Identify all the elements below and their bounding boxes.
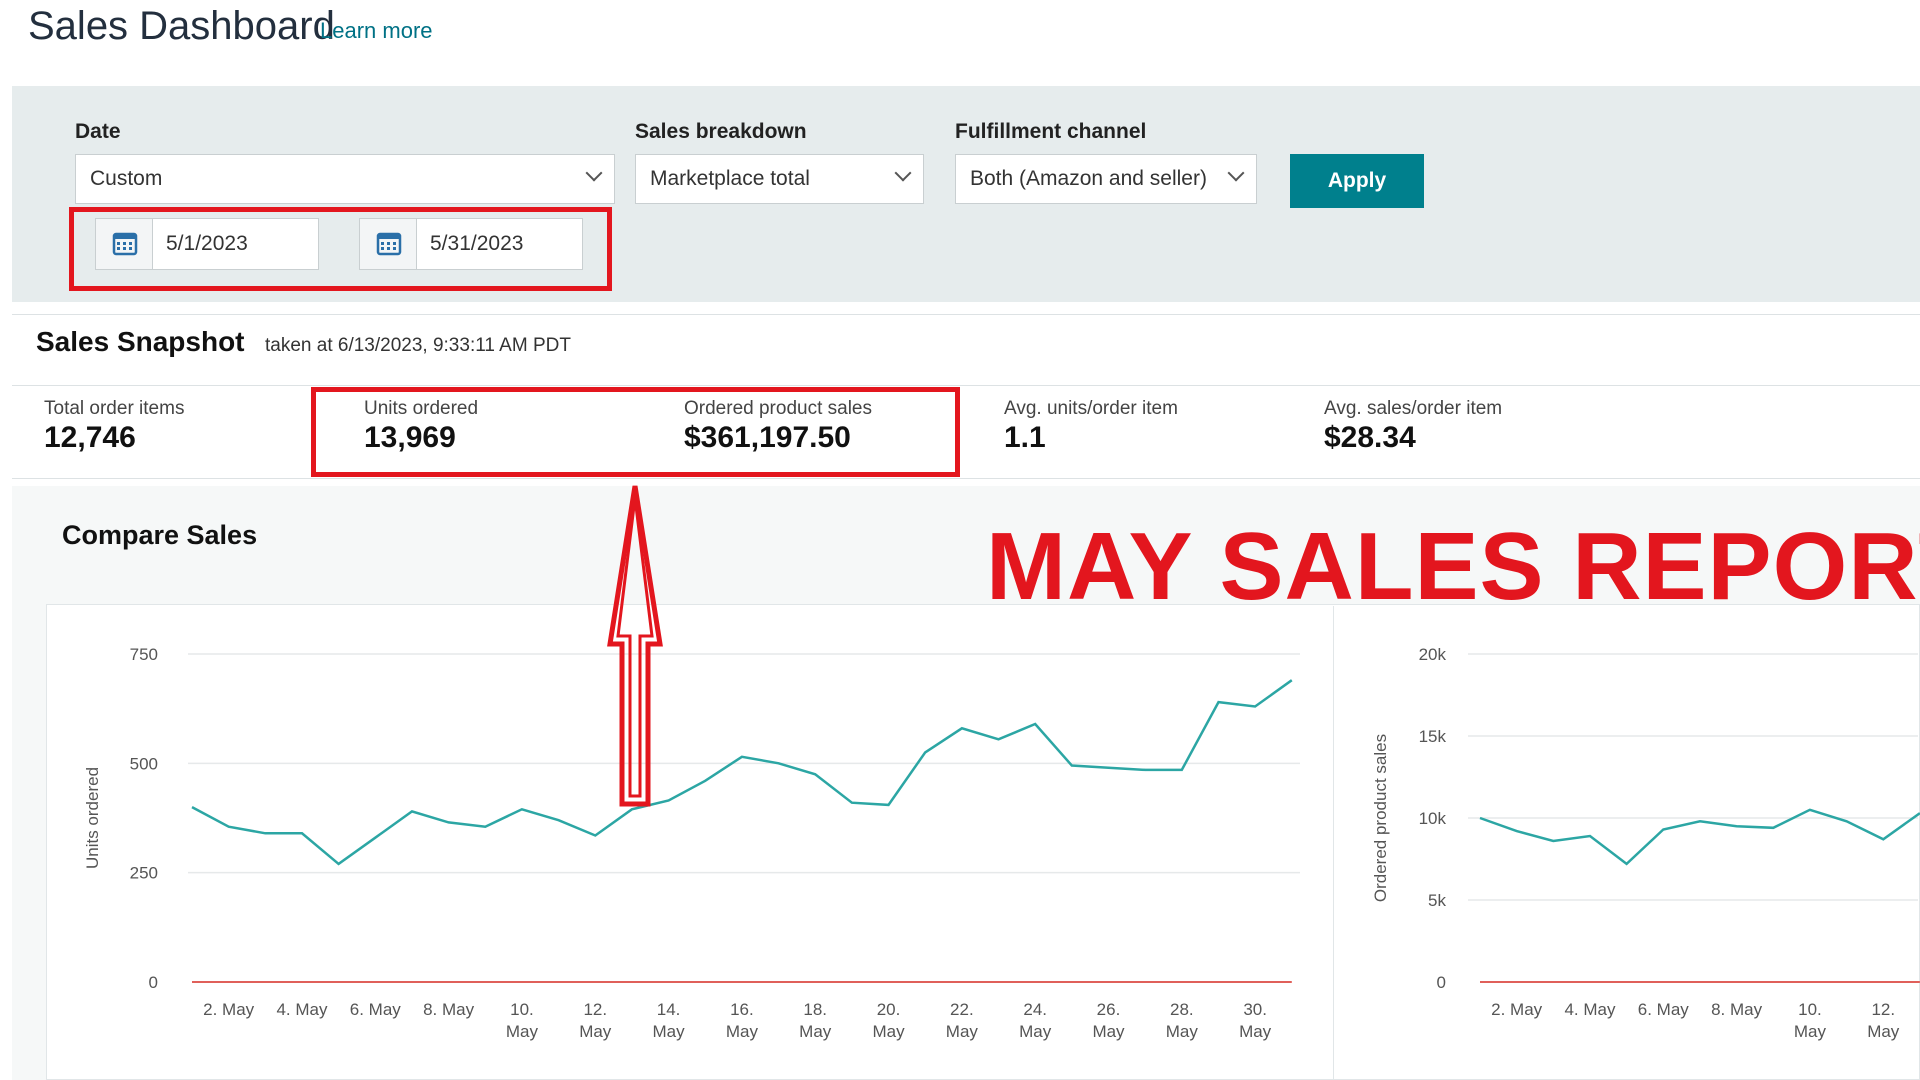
x-tick-label: May bbox=[799, 1022, 832, 1041]
chart-card bbox=[46, 604, 1920, 1080]
fulfillment-channel-select[interactable]: Both (Amazon and seller) bbox=[955, 154, 1257, 204]
end-date-field[interactable]: 5/31/2023 bbox=[359, 218, 583, 270]
calendar-icon[interactable] bbox=[96, 219, 153, 269]
sales-breakdown-value: Marketplace total bbox=[650, 167, 810, 190]
fulfillment-channel-value: Both (Amazon and seller) bbox=[970, 167, 1207, 190]
x-tick-label: May bbox=[1092, 1022, 1125, 1041]
x-tick-label: May bbox=[653, 1022, 686, 1041]
x-tick-label: May bbox=[946, 1022, 979, 1041]
may-sales-report-banner: MAY SALES REPORT bbox=[986, 513, 1920, 620]
fulfillment-channel-label: Fulfillment channel bbox=[955, 120, 1147, 143]
y-tick-label: 20k bbox=[1419, 645, 1447, 664]
sales-breakdown-select[interactable]: Marketplace total bbox=[635, 154, 924, 204]
calendar-icon[interactable] bbox=[360, 219, 417, 269]
metric-label: Avg. sales/order item bbox=[1324, 398, 1503, 419]
sales-snapshot-header bbox=[12, 314, 1920, 386]
snapshot-timestamp: taken at 6/13/2023, 9:33:11 AM PDT bbox=[265, 335, 571, 356]
x-tick-label: 12. bbox=[583, 1000, 607, 1019]
metric-value: 1.1 bbox=[1004, 421, 1046, 454]
x-tick-label: 4. May bbox=[1564, 1000, 1616, 1019]
x-tick-label: 28. bbox=[1170, 1000, 1194, 1019]
x-tick-label: 16. bbox=[730, 1000, 754, 1019]
metric-label: Total order items bbox=[44, 398, 185, 419]
series-line bbox=[1479, 808, 1920, 866]
annotation-arrow bbox=[607, 485, 663, 807]
x-tick-label: 6. May bbox=[350, 1000, 402, 1019]
y-tick-label: 10k bbox=[1419, 809, 1447, 828]
x-tick-label: 8. May bbox=[423, 1000, 475, 1019]
x-tick-label: 18. bbox=[803, 1000, 827, 1019]
x-tick-label: May bbox=[872, 1022, 905, 1041]
metric-label: Avg. units/order item bbox=[1004, 398, 1178, 419]
x-tick-label: 2. May bbox=[1491, 1000, 1543, 1019]
x-tick-label: May bbox=[1019, 1022, 1052, 1041]
x-tick-label: 14. bbox=[657, 1000, 681, 1019]
x-tick-label: 4. May bbox=[276, 1000, 328, 1019]
y-tick-label: 0 bbox=[149, 973, 158, 992]
start-date-value: 5/1/2023 bbox=[166, 232, 248, 255]
y-tick-label: 5k bbox=[1428, 891, 1446, 910]
end-date-value: 5/31/2023 bbox=[430, 232, 524, 255]
x-tick-label: 26. bbox=[1097, 1000, 1121, 1019]
x-tick-label: 8. May bbox=[1711, 1000, 1763, 1019]
metric-value: 12,746 bbox=[44, 421, 136, 454]
sales-snapshot-title: Sales Snapshot bbox=[36, 326, 245, 357]
sales-breakdown-label: Sales breakdown bbox=[635, 120, 807, 143]
page-title: Sales Dashboard bbox=[28, 4, 335, 48]
x-tick-label: May bbox=[1166, 1022, 1199, 1041]
y-tick-label: 15k bbox=[1419, 727, 1447, 746]
y-tick-label: 250 bbox=[130, 864, 158, 883]
learn-more-link[interactable]: Learn more bbox=[320, 18, 433, 43]
x-tick-label: 20. bbox=[877, 1000, 901, 1019]
x-tick-label: 2. May bbox=[203, 1000, 255, 1019]
x-tick-label: 22. bbox=[950, 1000, 974, 1019]
series-line bbox=[191, 679, 1293, 866]
y-tick-label: 500 bbox=[130, 754, 158, 773]
x-tick-label: May bbox=[1239, 1022, 1272, 1041]
compare-sales-title: Compare Sales bbox=[62, 520, 258, 550]
apply-button[interactable]: Apply bbox=[1290, 154, 1424, 208]
y-axis-label: Ordered product sales bbox=[1371, 734, 1390, 902]
annotation-metrics-highlight bbox=[311, 387, 960, 477]
x-tick-label: 10. bbox=[510, 1000, 534, 1019]
x-tick-label: May bbox=[579, 1022, 612, 1041]
x-tick-label: 6. May bbox=[1638, 1000, 1690, 1019]
metric-value: $361,197.50 bbox=[684, 421, 851, 454]
x-tick-label: 12. bbox=[1871, 1000, 1895, 1019]
y-tick-label: 0 bbox=[1437, 973, 1446, 992]
date-select[interactable]: Custom bbox=[75, 154, 615, 204]
filter-panel: Date Custom Sales breakdown Marketplace … bbox=[12, 86, 1920, 302]
annotation-date-highlight bbox=[69, 207, 612, 291]
x-tick-label: 24. bbox=[1023, 1000, 1047, 1019]
chart-divider bbox=[1333, 606, 1334, 1080]
metrics-row bbox=[12, 386, 1920, 479]
x-tick-label: 10. bbox=[1798, 1000, 1822, 1019]
y-axis-label: Units ordered bbox=[83, 767, 102, 869]
metric-label: Units ordered bbox=[364, 398, 479, 419]
x-tick-label: May bbox=[726, 1022, 759, 1041]
x-tick-label: May bbox=[506, 1022, 539, 1041]
start-date-field[interactable]: 5/1/2023 bbox=[95, 218, 319, 270]
metric-value: 13,969 bbox=[364, 421, 456, 454]
metric-label: Ordered product sales bbox=[684, 398, 872, 419]
date-label: Date bbox=[75, 120, 121, 143]
y-tick-label: 750 bbox=[130, 645, 158, 664]
x-tick-label: May bbox=[1794, 1022, 1827, 1041]
date-select-value: Custom bbox=[90, 167, 163, 190]
metric-value: $28.34 bbox=[1324, 421, 1416, 454]
x-tick-label: 30. bbox=[1243, 1000, 1267, 1019]
x-tick-label: May bbox=[1867, 1022, 1900, 1041]
